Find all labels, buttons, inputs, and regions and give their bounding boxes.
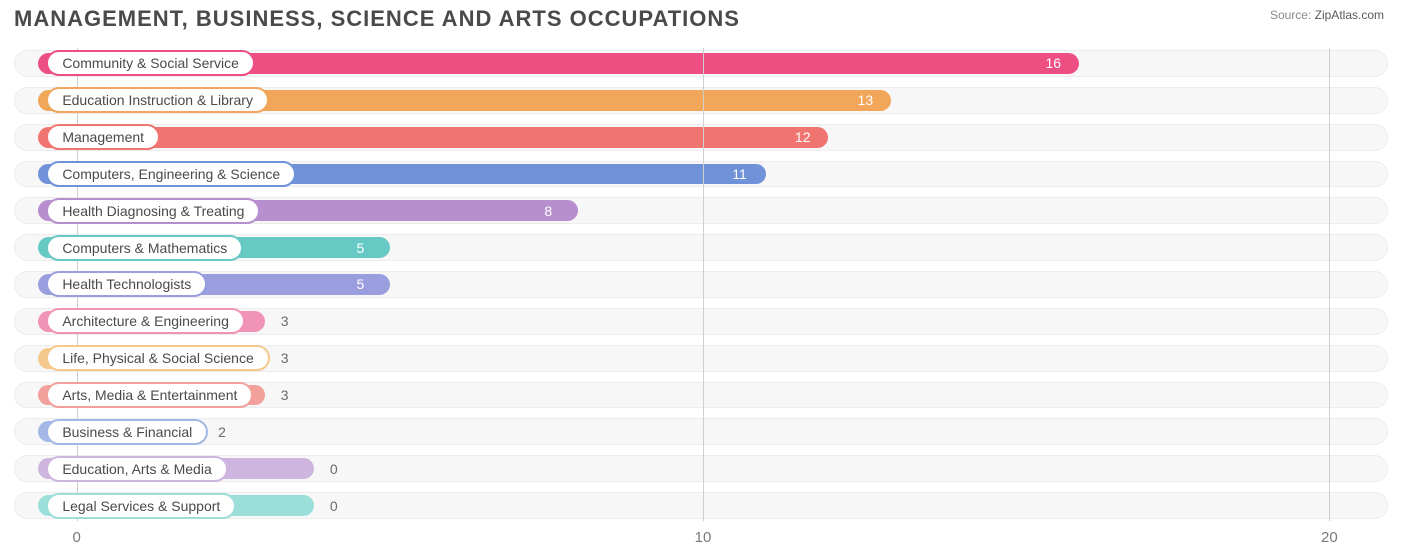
bar-value: 8 [536, 203, 552, 219]
bar-value: 12 [787, 129, 811, 145]
bar-value: 0 [322, 461, 338, 477]
plot-area: Community & Social Service 16 Education In… [14, 38, 1392, 549]
bar-label-pill: Education Instruction & Library [46, 87, 269, 113]
bar-label-pill: Education, Arts & Media [46, 456, 227, 482]
x-tick-label: 10 [695, 529, 712, 546]
bar-label-pill: Life, Physical & Social Science [46, 345, 269, 371]
chart-title: MANAGEMENT, BUSINESS, SCIENCE AND ARTS O… [14, 6, 740, 32]
bar-value: 13 [850, 92, 874, 108]
bar-label-pill: Health Technologists [46, 271, 207, 297]
gridline [703, 48, 704, 521]
bar-value: 16 [1037, 55, 1061, 71]
chart-source: Source: ZipAtlas.com [1270, 8, 1384, 22]
bar-value: 3 [273, 387, 289, 403]
bar-label-pill: Arts, Media & Entertainment [46, 382, 253, 408]
bar-value: 3 [273, 313, 289, 329]
bar-value: 0 [322, 498, 338, 514]
bar-label-pill: Business & Financial [46, 419, 208, 445]
bar-label-pill: Architecture & Engineering [46, 308, 245, 334]
source-label: Source: [1270, 8, 1311, 22]
x-tick-label: 0 [72, 529, 80, 546]
bar-value: 2 [210, 424, 226, 440]
bar-label-pill: Management [46, 124, 160, 150]
bar-label-pill: Computers, Engineering & Science [46, 161, 296, 187]
bar-value: 11 [724, 166, 747, 182]
bar-label-pill: Health Diagnosing & Treating [46, 198, 260, 224]
chart-area: Community & Social Service 16 Education In… [14, 48, 1392, 521]
bar-value: 5 [348, 276, 364, 292]
x-axis: 0 10 20 [14, 525, 1392, 549]
bar-label-pill: Community & Social Service [46, 50, 255, 76]
x-tick-label: 20 [1321, 529, 1338, 546]
bar-label-pill: Legal Services & Support [46, 493, 236, 519]
bar-value: 3 [273, 350, 289, 366]
bar-value: 5 [348, 240, 364, 256]
source-value: ZipAtlas.com [1315, 8, 1384, 22]
bar-label-pill: Computers & Mathematics [46, 235, 243, 261]
gridline [1329, 48, 1330, 521]
